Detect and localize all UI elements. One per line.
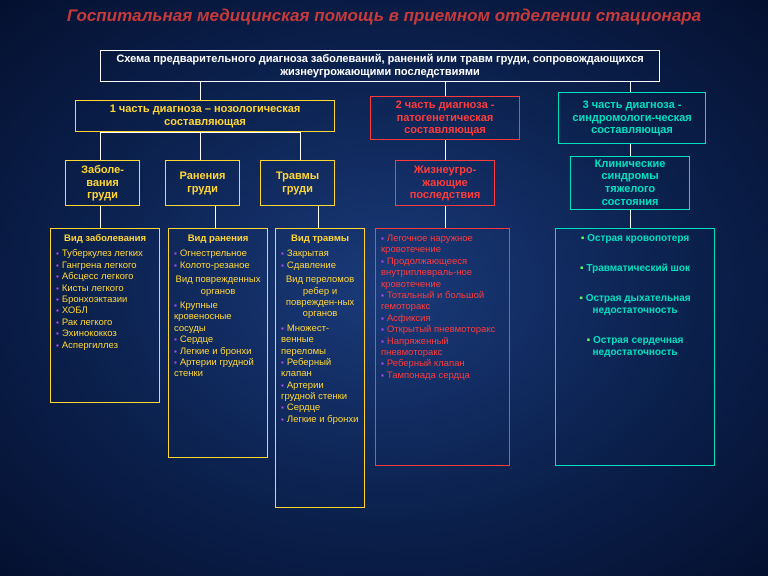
list-item: Артерии грудной стенки: [281, 380, 359, 403]
syndrome-item: ▪ Острая кровопотеря: [561, 233, 709, 245]
root-box: Схема предварительного диагноза заболева…: [100, 50, 660, 82]
part1-box: 1 часть диагноза – нозологическая состав…: [75, 100, 335, 132]
list-item: Открытый пневмоторакс: [381, 324, 504, 335]
syndrome-item: ▪ Острая дыхательная недостаточность: [561, 293, 709, 317]
list-item: Тампонада сердца: [381, 370, 504, 381]
list-item: Реберный клапан: [281, 357, 359, 380]
leaf-lifethreat: Легочное наружное кровотечениеПродолжающ…: [375, 228, 510, 466]
list-item: Гангрена легкого: [56, 260, 154, 271]
syndrome-text: Клинические синдромы тяжелого состояния: [577, 158, 683, 209]
list-item: Огнестрельное: [174, 248, 262, 259]
list-item: Рак легкого: [56, 317, 154, 328]
list-item: Туберкулез легких: [56, 248, 154, 259]
leaf-heading: Вид заболевания: [56, 233, 154, 244]
leaf-subheading: Вид переломов ребер и поврежден-ных орга…: [281, 274, 359, 320]
trauma-text: Травмы груди: [267, 170, 328, 195]
part3-text: 3 часть диагноза - синдромологи-ческая с…: [565, 99, 699, 137]
list-item: Сердце: [281, 402, 359, 413]
list-item: Крупные кровеносные сосуды: [174, 300, 262, 334]
list-item: Кисты легкого: [56, 283, 154, 294]
leaf-trauma: Вид травмы ЗакрытаяСдавление Вид переломов…: [275, 228, 365, 508]
part1-text: 1 часть диагноза – нозологическая состав…: [82, 103, 328, 128]
list-item: ХОБЛ: [56, 305, 154, 316]
page-title: Госпитальная медицинская помощь в приемн…: [0, 0, 768, 28]
leaf-heading: Вид травмы: [281, 233, 359, 244]
wound-text: Ранения груди: [172, 170, 233, 195]
list-item: Множест-венные переломы: [281, 323, 359, 357]
leaf-heading: Вид ранения: [174, 233, 262, 244]
list-item: Артерии грудной стенки: [174, 357, 262, 380]
list-item: Продолжающееся внутриплевраль-ное кровот…: [381, 256, 504, 290]
list-item: Легкие и бронхи: [174, 346, 262, 357]
disease-text: Заболе-вания груди: [72, 164, 133, 202]
leaf-syndrome: ▪ Острая кровопотеря ▪ Травматический шок…: [555, 228, 715, 466]
list-item: Напряженный пневмоторакс: [381, 336, 504, 359]
list-item: Колото-резаное: [174, 260, 262, 271]
list-item: Эхинококкоз: [56, 328, 154, 339]
part2-text: 2 часть диагноза - патогенетическая сост…: [377, 99, 513, 137]
list-item: Сдавление: [281, 260, 359, 271]
list-item: Аспергиллез: [56, 340, 154, 351]
disease-box: Заболе-вания груди: [65, 160, 140, 206]
lifethreat-box: Жизнеугро-жающие последствия: [395, 160, 495, 206]
list-item: Сердце: [174, 334, 262, 345]
root-text: Схема предварительного диагноза заболева…: [107, 53, 653, 78]
trauma-box: Травмы груди: [260, 160, 335, 206]
list-item: Абсцесс легкого: [56, 271, 154, 282]
list-item: Легочное наружное кровотечение: [381, 233, 504, 256]
leaf-disease: Вид заболевания Туберкулез легкихГангрена…: [50, 228, 160, 403]
list-item: Тотальный и большой гемоторакс: [381, 290, 504, 313]
syndrome-box: Клинические синдромы тяжелого состояния: [570, 156, 690, 210]
list-item: Реберный клапан: [381, 358, 504, 369]
syndrome-item: ▪ Острая сердечная недостаточность: [561, 335, 709, 359]
part2-box: 2 часть диагноза - патогенетическая сост…: [370, 96, 520, 140]
wound-box: Ранения груди: [165, 160, 240, 206]
part3-box: 3 часть диагноза - синдромологи-ческая с…: [558, 92, 706, 144]
leaf-wound: Вид ранения ОгнестрельноеКолото-резаное Ви…: [168, 228, 268, 458]
lifethreat-text: Жизнеугро-жающие последствия: [402, 164, 488, 202]
syndrome-item: ▪ Травматический шок: [561, 263, 709, 275]
leaf-subheading: Вид поврежденных органов: [174, 274, 262, 297]
list-item: Закрытая: [281, 248, 359, 259]
list-item: Легкие и бронхи: [281, 414, 359, 425]
list-item: Асфиксия: [381, 313, 504, 324]
list-item: Бронхоэктазии: [56, 294, 154, 305]
